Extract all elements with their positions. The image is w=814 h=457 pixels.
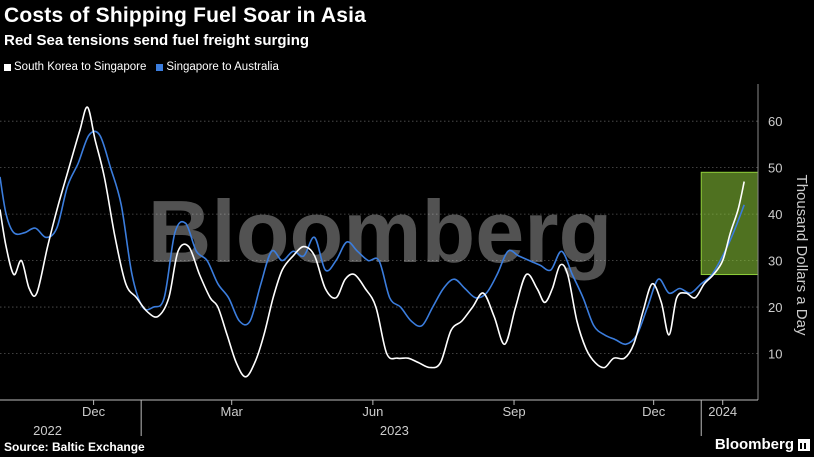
highlight-box — [700, 171, 759, 276]
x-tick-label-dec: Dec — [82, 404, 106, 419]
legend-swatch-south-korea — [4, 63, 11, 71]
x-tick-label-mar: Mar — [221, 404, 244, 419]
legend-item-south-korea: South Korea to Singapore — [4, 61, 146, 73]
series-line-south-korea-to-singapore — [0, 106, 745, 378]
x-tick-label-dec: Dec — [642, 404, 666, 419]
brand-name: Bloomberg — [714, 436, 794, 453]
y-tick-label-30: 30 — [768, 254, 782, 269]
legend-item-singapore: Singapore to Australia — [156, 61, 279, 73]
x-tick-label-sep: Sep — [502, 404, 525, 419]
year-label-2022: 2022 — [33, 423, 62, 438]
legend-swatch-singapore — [156, 63, 164, 71]
chart-subtitle: Red Sea tensions send fuel freight surgi… — [4, 32, 310, 49]
bar-chart-icon — [798, 438, 810, 451]
brand-logo: Bloomberg — [715, 436, 810, 453]
series-line-singapore-to-australia — [0, 130, 745, 346]
legend-label-south-korea: South Korea to Singapore — [14, 61, 147, 73]
y-tick-label-10: 10 — [768, 347, 782, 362]
x-tick-label-2024: 2024 — [708, 404, 737, 419]
y-tick-label-40: 40 — [768, 207, 782, 222]
x-tick-label-jun: Jun — [362, 404, 383, 419]
y-tick-label-20: 20 — [768, 300, 782, 315]
year-label-2023: 2023 — [380, 423, 409, 438]
chart-title: Costs of Shipping Fuel Soar in Asia — [4, 4, 367, 27]
y-axis-label: Thousand Dollars a Day — [793, 175, 810, 336]
legend: South Korea to Singapore Singapore to Au… — [4, 61, 279, 73]
legend-label-singapore: Singapore to Australia — [166, 61, 279, 73]
source-note: Source: Baltic Exchange — [4, 440, 145, 454]
y-tick-label-50: 50 — [768, 161, 782, 176]
y-tick-label-60: 60 — [768, 114, 782, 129]
